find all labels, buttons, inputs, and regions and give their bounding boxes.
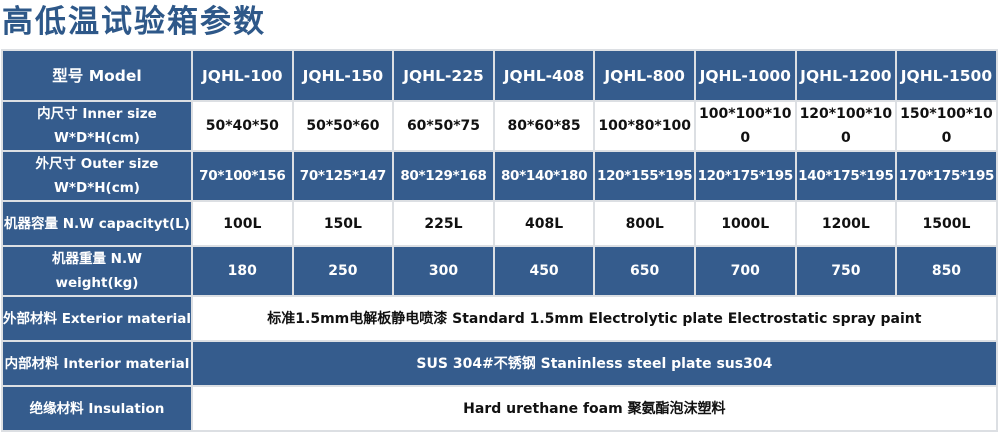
value-cell: 800L	[593, 200, 696, 247]
spec-table: 型号 Model JQHL-100 JQHL-150 JQHL-225 JQHL…	[1, 49, 998, 432]
value-cell: 1500L	[895, 200, 998, 247]
table-row-model: 型号 Model JQHL-100 JQHL-150 JQHL-225 JQHL…	[1, 49, 998, 102]
value-cell: 80*60*85	[492, 100, 596, 152]
value-cell: 850	[895, 245, 998, 297]
value-cell: 80*140*180	[492, 150, 596, 202]
value-cell: 170*175*195	[895, 150, 998, 202]
value-cell: 1000L	[693, 200, 797, 247]
table-row-inner-size: 内尺寸 Inner size W*D*H(cm) 50*40*50 50*50*6…	[1, 100, 998, 152]
table-row-interior: 内部材料 Interior material SUS 304#不锈钢 Stani…	[1, 340, 998, 387]
value-cell: 50*50*60	[291, 100, 395, 152]
value-cell: 100*100*100	[693, 100, 797, 152]
value-cell: 750	[794, 245, 898, 297]
value-cell: 120*175*195	[693, 150, 797, 202]
table-row-exterior: 外部材料 Exterior material 标准1.5mm电解板静电喷漆 St…	[1, 295, 998, 342]
value-cell: 650	[593, 245, 696, 297]
value-cell: 120*155*195	[593, 150, 696, 202]
model-cell: JQHL-800	[593, 49, 696, 102]
value-cell: 60*50*75	[392, 100, 495, 152]
value-cell: 70*125*147	[291, 150, 395, 202]
row-header: 外部材料 Exterior material	[1, 295, 193, 342]
value-cell: 80*129*168	[392, 150, 495, 202]
value-cell: 408L	[492, 200, 596, 247]
value-cell: 180	[191, 245, 294, 297]
label-line: 外尺寸 Outer size	[35, 156, 159, 172]
model-cell: JQHL-1500	[895, 49, 998, 102]
label-line: W*D*H(cm)	[54, 180, 140, 196]
model-cell: JQHL-408	[492, 49, 596, 102]
value-cell: 标准1.5mm电解板静电喷漆 Standard 1.5mm Electrolyt…	[191, 295, 998, 342]
value-cell: 70*100*156	[191, 150, 294, 202]
row-header: 外尺寸 Outer size W*D*H(cm)	[1, 150, 193, 202]
value-cell: 50*40*50	[191, 100, 294, 152]
row-header: 型号 Model	[1, 49, 193, 102]
model-cell: JQHL-1000	[693, 49, 797, 102]
table-row-outer-size: 外尺寸 Outer size W*D*H(cm) 70*100*156 70*12…	[1, 150, 998, 202]
value-cell: 100L	[191, 200, 294, 247]
table-row-capacity: 机器容量 N.W capacityt(L) 100L 150L 225L 408…	[1, 200, 998, 247]
model-cell: JQHL-150	[291, 49, 395, 102]
table-row-insulation: 绝缘材料 Insulation Hard urethane foam 聚氨酯泡沫…	[1, 385, 998, 432]
table-row-weight: 机器重量 N.W weight(kg) 180 250 300 450 650 7…	[1, 245, 998, 297]
value-cell: 700	[693, 245, 797, 297]
value-cell: 120*100*100	[794, 100, 898, 152]
row-header: 机器重量 N.W weight(kg)	[1, 245, 193, 297]
label-line: 内尺寸 Inner size	[37, 106, 157, 122]
value-cell: 140*175*195	[794, 150, 898, 202]
row-header: 内部材料 Interior material	[1, 340, 193, 387]
value-cell: Hard urethane foam 聚氨酯泡沫塑料	[191, 385, 998, 432]
value-cell: 225L	[392, 200, 495, 247]
label-line: 机器重量 N.W	[51, 251, 143, 267]
value-cell: SUS 304#不锈钢 Staninless steel plate sus30…	[191, 340, 998, 387]
row-header: 绝缘材料 Insulation	[1, 385, 193, 432]
value-cell: 250	[291, 245, 395, 297]
model-cell: JQHL-225	[392, 49, 495, 102]
value-cell: 1200L	[794, 200, 898, 247]
value-cell: 100*80*100	[593, 100, 696, 152]
label-line: weight(kg)	[55, 275, 139, 291]
row-header: 内尺寸 Inner size W*D*H(cm)	[1, 100, 193, 152]
label-line: W*D*H(cm)	[54, 130, 140, 146]
model-cell: JQHL-100	[191, 49, 294, 102]
page-title: 高低温试验箱参数	[2, 4, 266, 40]
row-header: 机器容量 N.W capacityt(L)	[1, 200, 193, 247]
value-cell: 150*100*100	[895, 100, 998, 152]
value-cell: 450	[492, 245, 596, 297]
value-cell: 150L	[291, 200, 395, 247]
value-cell: 300	[392, 245, 495, 297]
model-cell: JQHL-1200	[794, 49, 898, 102]
